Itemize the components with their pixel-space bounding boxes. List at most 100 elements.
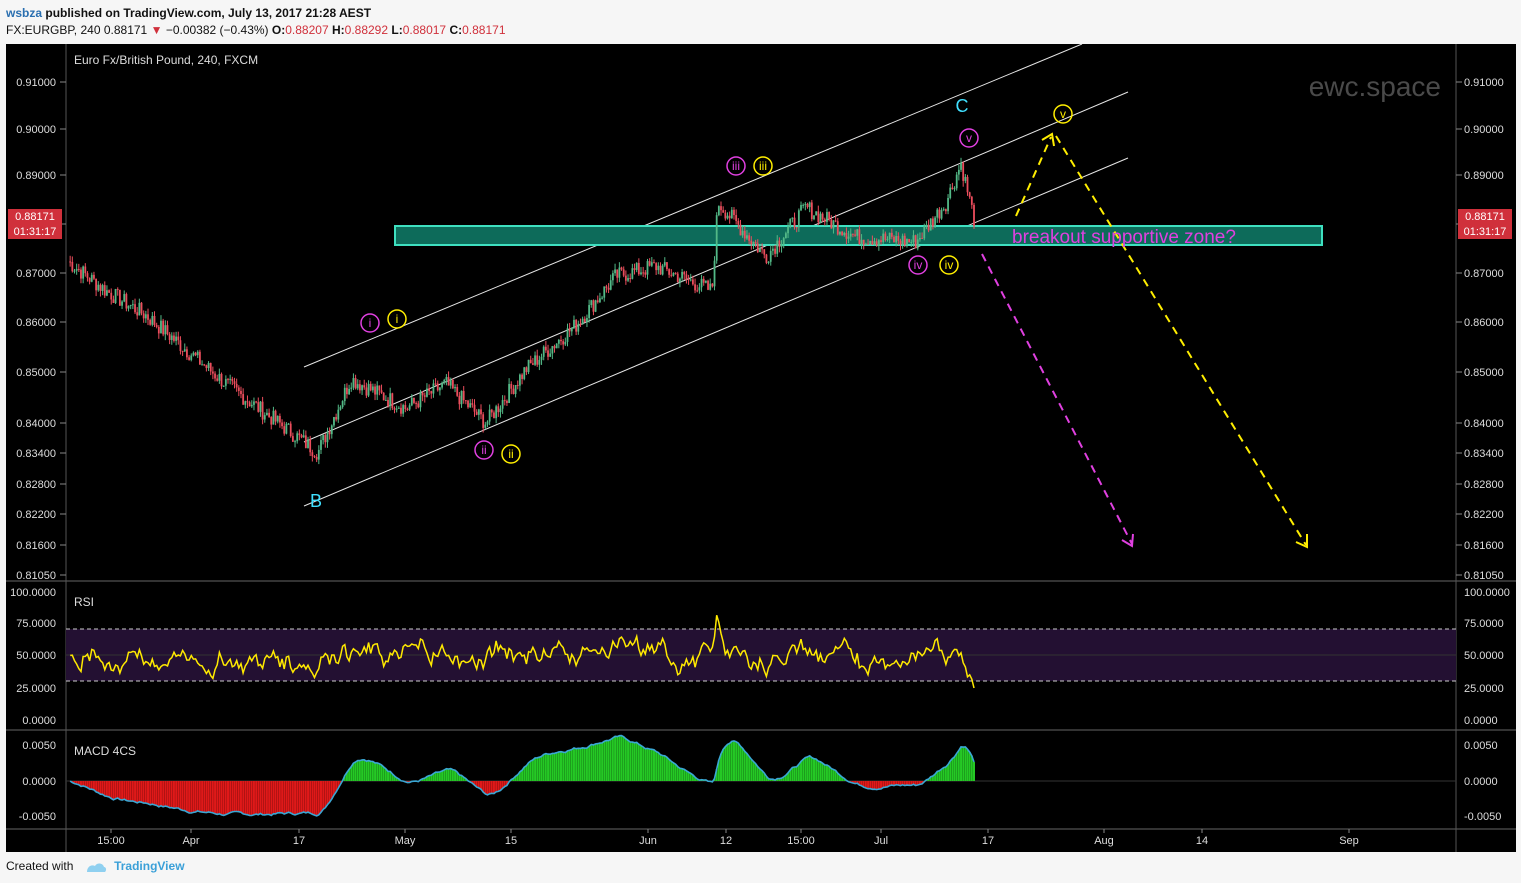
candle-body [685, 274, 688, 280]
candle-body [676, 273, 679, 283]
author-name[interactable]: wsbza [6, 6, 43, 20]
candle-body [724, 212, 727, 219]
candle-body [417, 403, 420, 408]
candle-body [495, 406, 498, 419]
candle-body [451, 380, 454, 389]
tradingview-brand-link[interactable]: TradingView [114, 859, 185, 873]
candle-body [175, 336, 178, 341]
candle-body [93, 274, 95, 279]
candle-body [555, 343, 558, 349]
wave-label-yellow-iv: iv [945, 258, 954, 272]
candle-body [910, 241, 913, 243]
candle-body [789, 218, 792, 227]
candle-body [488, 409, 491, 422]
candle-body [330, 425, 333, 435]
quote-line: FX:EURGBP, 240 0.88171 ▼ −0.00382 (−0.43… [6, 22, 506, 38]
candle-body [823, 219, 826, 222]
candle-body [583, 318, 586, 323]
candle-body [272, 410, 275, 425]
candle-body [698, 287, 701, 291]
candle-body [882, 233, 885, 243]
rsi-tick-left: 50.0000 [16, 650, 56, 662]
candle-body [841, 231, 844, 236]
candle-body [363, 385, 366, 388]
candle-body [374, 386, 376, 395]
wave-label-yellow-iii: iii [759, 159, 767, 173]
candle-body [201, 364, 203, 366]
candle-body [566, 328, 569, 342]
candle-body [746, 235, 748, 239]
high-value: 0.88292 [344, 23, 389, 37]
candle-body [88, 277, 91, 282]
candle-body [890, 232, 893, 237]
candle-body [467, 400, 469, 408]
candle-body [110, 292, 113, 300]
watermark-text: ewc.space [1309, 71, 1441, 102]
candle-body [640, 272, 642, 275]
candle-body [579, 323, 582, 325]
price-axis-right: 0.910000.900000.890000.880000.870000.860… [1456, 77, 1504, 582]
candle-body [413, 397, 415, 403]
candle-body [462, 390, 465, 401]
candle-body [916, 239, 919, 249]
zone-label: breakout supportive zone? [1012, 227, 1236, 248]
candle-body [443, 379, 446, 383]
candle-body [707, 280, 709, 290]
candle-body [493, 412, 495, 419]
candle-body [471, 403, 474, 405]
price-tick-right: 0.81050 [1464, 570, 1504, 582]
candle-body [266, 412, 268, 416]
candle-body [454, 387, 456, 389]
candle-body [756, 243, 759, 253]
candle-body [516, 385, 519, 387]
candle-body [854, 234, 856, 236]
candle-body [806, 203, 809, 208]
wave-label-yellow-v: v [1060, 107, 1066, 121]
candle-body [791, 217, 794, 219]
wave-label-purple-i: i [369, 316, 372, 330]
candle-body [430, 391, 433, 394]
candle-body [839, 231, 841, 235]
price-tick-right: 0.91000 [1464, 77, 1504, 89]
candle-body [733, 209, 735, 216]
candle-body [378, 385, 381, 391]
candle-body [586, 317, 588, 323]
candle-body [311, 452, 314, 457]
candle-body [371, 386, 374, 391]
candle-body [382, 392, 385, 401]
time-tick: 15:00 [97, 835, 125, 847]
candle-body [906, 238, 908, 245]
candle-body [253, 401, 255, 405]
candle-body [739, 224, 742, 236]
candle-body [337, 409, 340, 420]
candle-body [849, 233, 852, 237]
wave-markers: i i ii ii iii iii iv iv v v [360, 104, 1073, 464]
candle-body [190, 355, 193, 360]
candle-body [166, 325, 169, 335]
rsi-tick-right: 50.0000 [1464, 650, 1504, 662]
time-tick: 15 [505, 835, 517, 847]
candle-body [86, 273, 89, 278]
candle-body [968, 192, 971, 197]
candle-body [880, 240, 882, 243]
candle-body [181, 350, 184, 352]
chart-area[interactable]: 0.910000.900000.890000.880000.870000.860… [6, 43, 1516, 852]
candle-body [542, 346, 545, 357]
candle-body [895, 235, 898, 243]
candle-body [449, 380, 452, 386]
candle-body [834, 220, 837, 222]
wave-label-yellow-i: i [396, 312, 399, 326]
price-tick-left: 0.86000 [16, 317, 56, 329]
candle-body [689, 279, 692, 281]
candle-body [395, 408, 398, 410]
macd-tick-left: 0.0050 [22, 740, 56, 752]
candle-body [475, 411, 478, 415]
price-tick-left: 0.85000 [16, 367, 56, 379]
candle-body [415, 402, 418, 404]
candle-body [622, 269, 625, 276]
candle-body [302, 435, 305, 438]
chart-svg[interactable]: 0.910000.900000.890000.880000.870000.860… [6, 43, 1516, 852]
candle-body [160, 320, 162, 334]
candle-body [426, 388, 428, 397]
candle-body [590, 300, 593, 306]
